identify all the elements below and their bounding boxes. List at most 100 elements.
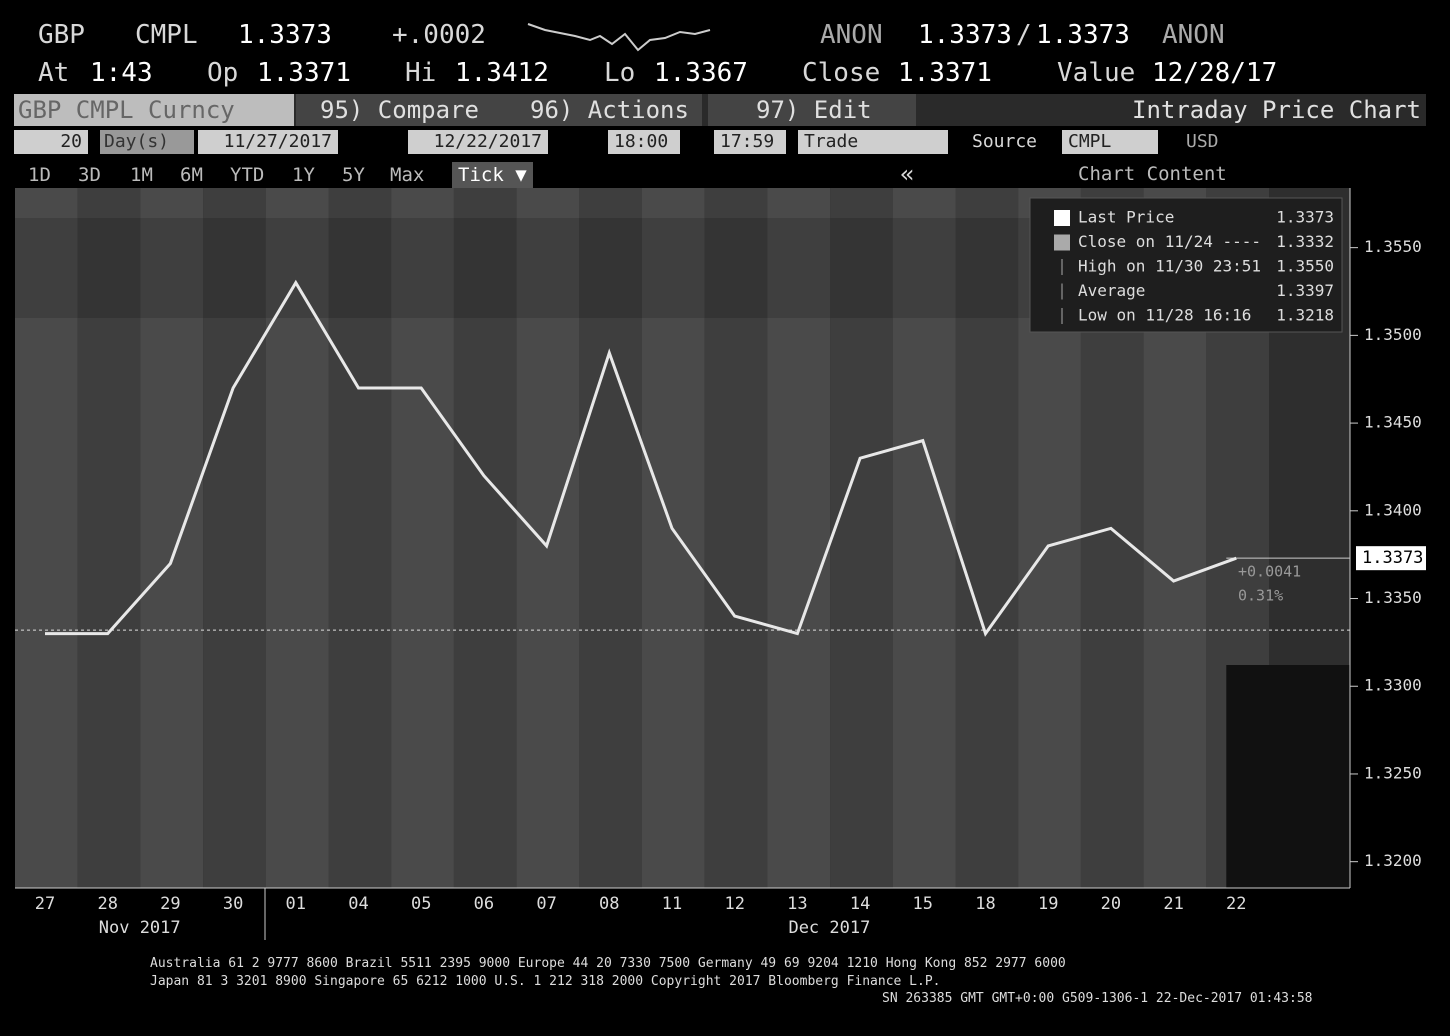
close-label: Close (802, 58, 881, 88)
month-label: Nov 2017 (99, 918, 181, 938)
security-field[interactable]: GBP CMPL Curncy (14, 94, 294, 126)
session-band-shade (642, 218, 705, 318)
x-tick-label: 14 (850, 894, 870, 914)
x-tick-label: 21 (1163, 894, 1183, 914)
session-band (579, 188, 642, 888)
y-tick-label: 1.3400 (1364, 500, 1422, 519)
x-tick-label: 06 (474, 894, 494, 914)
session-band-shade (77, 218, 141, 318)
end-date[interactable]: 12/22/2017 (408, 130, 548, 154)
page-title: Intraday Price Chart (1132, 96, 1421, 124)
session-band-shade (579, 218, 642, 318)
from-time[interactable]: 18:00 (608, 130, 680, 154)
session-band (328, 188, 392, 888)
range-tab[interactable]: 1Y (292, 164, 315, 186)
footer-line: SN 263385 GMT GMT+0:00 G509-1306-1 22-De… (882, 991, 1313, 1006)
currency: USD (1186, 131, 1219, 152)
session-band-shade (892, 218, 956, 318)
session-band (453, 188, 517, 888)
x-tick-label: 11 (662, 894, 682, 914)
chart-content-button[interactable]: Chart Content (1078, 163, 1227, 185)
close: 1.3371 (898, 58, 992, 88)
legend-value: 1.3218 (1276, 306, 1334, 325)
range-tab[interactable]: 6M (180, 164, 203, 186)
lo-label: Lo (604, 58, 636, 88)
session-band (704, 188, 768, 888)
x-tick-label: 27 (35, 894, 55, 914)
change: +.0002 (392, 20, 486, 50)
legend-value: 1.3397 (1276, 281, 1334, 300)
edit-button[interactable]: 97) Edit (708, 94, 916, 126)
legend-name: Last Price (1078, 208, 1174, 227)
footer-line: Japan 81 3 3201 8900 Singapore 65 6212 1… (150, 974, 941, 989)
session-band-shade (955, 218, 1019, 318)
session-band (767, 188, 831, 888)
x-tick-label: 04 (348, 894, 368, 914)
lo: 1.3367 (654, 58, 748, 88)
value-label: Value (1057, 58, 1136, 88)
legend-name: Close on 11/24 ---- (1078, 232, 1261, 251)
last-price-box (1356, 546, 1426, 571)
range-tab[interactable]: 1D (28, 164, 51, 186)
session-band-shade (704, 218, 768, 318)
range-tab[interactable]: YTD (230, 164, 265, 186)
x-tick-label: 30 (223, 894, 243, 914)
last-price-label: 1.3373 (1362, 548, 1423, 568)
session-band (830, 188, 893, 888)
source: CMPL (135, 20, 198, 50)
ticker: GBP (38, 20, 85, 50)
price-line (45, 279, 1237, 637)
at: 1:43 (90, 58, 153, 88)
range-tab[interactable]: Tick ▼ (452, 162, 533, 188)
pct-annotation: 0.31% (1238, 587, 1283, 605)
month-label: Dec 2017 (788, 918, 870, 938)
legend-name: High on 11/30 23:51 (1078, 257, 1261, 276)
period-unit[interactable]: Day(s) (100, 130, 194, 154)
change-annotation: +0.0041 (1238, 563, 1301, 581)
y-tick-label: 1.3300 (1364, 676, 1422, 695)
compare-button[interactable]: 95) Compare (296, 94, 516, 126)
session-band (265, 188, 329, 888)
range-tab[interactable]: 5Y (342, 164, 365, 186)
x-tick-label: 05 (411, 894, 431, 914)
range-tab[interactable]: Max (390, 164, 425, 186)
session-band-shade (516, 218, 580, 318)
source-field[interactable]: CMPL (1062, 130, 1158, 154)
session-band (892, 188, 956, 888)
start-date[interactable]: 11/27/2017 (198, 130, 338, 154)
separator: / (1016, 20, 1032, 50)
session-band (642, 188, 705, 888)
bid-source: ANON (820, 20, 883, 50)
x-tick-label: 08 (599, 894, 619, 914)
x-tick-label: 22 (1226, 894, 1246, 914)
x-tick-label: 19 (1038, 894, 1058, 914)
legend-box (1029, 197, 1343, 333)
x-tick-label: 01 (286, 894, 306, 914)
legend-value: 1.3332 (1276, 232, 1334, 251)
actions-button[interactable]: 96) Actions (498, 94, 702, 126)
period-field[interactable]: 20 (14, 130, 88, 154)
session-band (955, 188, 1019, 888)
x-tick-label: 12 (724, 894, 744, 914)
session-band-shade (203, 218, 266, 318)
legend-value: 1.3373 (1276, 208, 1334, 227)
x-tick-label: 07 (536, 894, 556, 914)
x-tick-label: 15 (913, 894, 933, 914)
collapse-button[interactable]: « (900, 160, 915, 188)
y-tick-label: 1.3500 (1364, 325, 1422, 344)
range-tab[interactable]: 3D (78, 164, 101, 186)
session-band-shade (767, 218, 831, 318)
legend-name: Low on 11/28 16:16 (1078, 306, 1251, 325)
y-tick-label: 1.3350 (1364, 588, 1422, 607)
event-field[interactable]: Trade (798, 130, 948, 154)
op-label: Op (207, 58, 239, 88)
session-band-shade (328, 218, 392, 318)
x-tick-label: 13 (787, 894, 807, 914)
op: 1.3371 (257, 58, 351, 88)
to-time[interactable]: 17:59 (714, 130, 786, 154)
session-band-shade (15, 218, 78, 318)
x-tick-label: 18 (975, 894, 995, 914)
x-tick-label: 29 (160, 894, 180, 914)
range-tab[interactable]: 1M (130, 164, 153, 186)
